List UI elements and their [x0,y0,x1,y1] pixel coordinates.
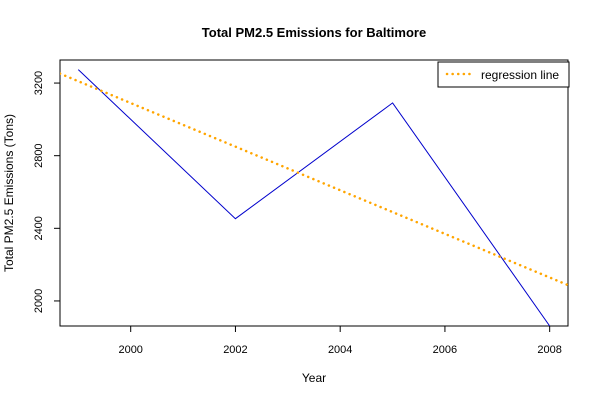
x-tick-label-2002: 2002 [223,344,247,356]
y-tick-label-2400: 2400 [33,216,45,240]
legend-box [437,61,570,88]
x-axis: 2000 2002 2004 2006 2008 [118,326,562,356]
legend: regression line [437,61,570,88]
y-tick-label-3200: 3200 [33,71,45,95]
x-tick-label-2004: 2004 [328,344,352,356]
chart-title: Total PM2.5 Emissions for Baltimore [202,25,426,40]
x-tick-label-2000: 2000 [118,344,142,356]
y-axis-label: Total PM2.5 Emissions (Tons) [2,114,16,272]
x-axis-label: Year [302,371,326,385]
regression-line [60,72,568,287]
y-tick-label-2800: 2800 [33,143,45,167]
emissions-line [77,69,551,326]
plot-frame [59,59,569,327]
y-tick-label-2000: 2000 [33,289,45,313]
legend-label-regression-line: regression line [481,68,559,82]
series-layer [60,69,568,327]
x-tick-label-2006: 2006 [433,344,457,356]
y-axis: 2000 2400 2800 3200 [33,71,60,313]
x-tick-label-2008: 2008 [537,344,561,356]
